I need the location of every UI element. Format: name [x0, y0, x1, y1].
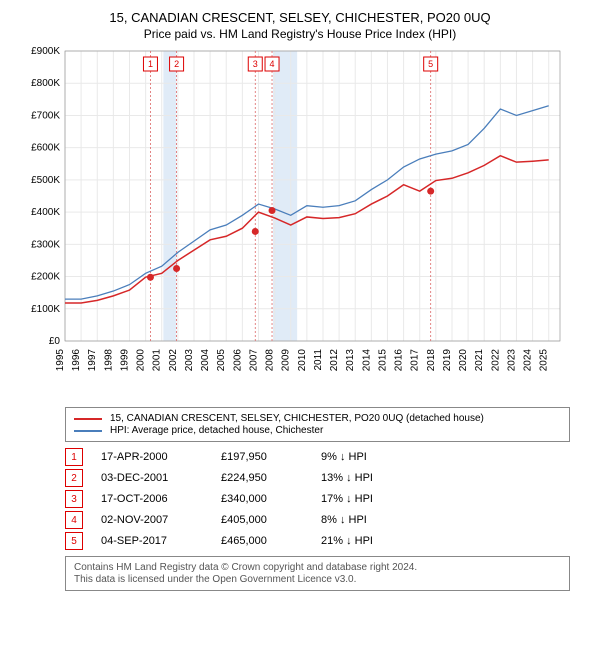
- svg-text:2008: 2008: [265, 349, 276, 372]
- sale-price: £405,000: [221, 514, 321, 526]
- svg-text:£700K: £700K: [31, 110, 60, 121]
- chart-titles: 15, CANADIAN CRESCENT, SELSEY, CHICHESTE…: [10, 10, 590, 41]
- svg-text:2015: 2015: [377, 349, 388, 372]
- svg-text:£0: £0: [49, 336, 61, 347]
- legend-item: HPI: Average price, detached house, Chic…: [74, 425, 561, 436]
- svg-text:2004: 2004: [200, 349, 211, 372]
- svg-text:£200K: £200K: [31, 272, 60, 283]
- svg-text:2002: 2002: [168, 349, 179, 372]
- footer-line: Contains HM Land Registry data © Crown c…: [74, 562, 561, 573]
- svg-text:1996: 1996: [71, 349, 82, 372]
- svg-text:2013: 2013: [345, 349, 356, 372]
- svg-text:2019: 2019: [442, 349, 453, 372]
- sale-price: £465,000: [221, 535, 321, 547]
- sale-number-box: 4: [65, 511, 83, 529]
- legend-swatch: [74, 430, 102, 432]
- svg-text:2016: 2016: [394, 349, 405, 372]
- table-row: 4 02-NOV-2007 £405,000 8% ↓ HPI: [65, 511, 570, 529]
- svg-text:2025: 2025: [539, 349, 550, 372]
- svg-text:£600K: £600K: [31, 143, 60, 154]
- svg-text:1998: 1998: [103, 349, 114, 372]
- sale-date: 02-NOV-2007: [101, 514, 221, 526]
- svg-text:£400K: £400K: [31, 207, 60, 218]
- svg-text:2007: 2007: [248, 349, 259, 372]
- svg-text:2006: 2006: [232, 349, 243, 372]
- svg-text:2: 2: [174, 59, 179, 69]
- svg-text:2022: 2022: [490, 349, 501, 372]
- table-row: 3 17-OCT-2006 £340,000 17% ↓ HPI: [65, 490, 570, 508]
- svg-text:£100K: £100K: [31, 304, 60, 315]
- sale-number-box: 2: [65, 469, 83, 487]
- sale-date: 17-APR-2000: [101, 451, 221, 463]
- legend-label: HPI: Average price, detached house, Chic…: [110, 425, 323, 436]
- sale-price: £224,950: [221, 472, 321, 484]
- table-row: 5 04-SEP-2017 £465,000 21% ↓ HPI: [65, 532, 570, 550]
- svg-text:2024: 2024: [523, 349, 534, 372]
- svg-text:2014: 2014: [361, 349, 372, 372]
- svg-text:2010: 2010: [297, 349, 308, 372]
- sale-diff: 21% ↓ HPI: [321, 535, 421, 547]
- footer-line: This data is licensed under the Open Gov…: [74, 574, 561, 585]
- svg-text:2005: 2005: [216, 349, 227, 372]
- svg-text:2021: 2021: [474, 349, 485, 372]
- svg-text:2011: 2011: [313, 349, 324, 371]
- svg-text:2009: 2009: [281, 349, 292, 372]
- sale-price: £340,000: [221, 493, 321, 505]
- svg-text:2020: 2020: [458, 349, 469, 372]
- sale-number-box: 3: [65, 490, 83, 508]
- svg-text:2023: 2023: [506, 349, 517, 372]
- sale-number-box: 5: [65, 532, 83, 550]
- svg-text:£900K: £900K: [31, 46, 60, 57]
- legend: 15, CANADIAN CRESCENT, SELSEY, CHICHESTE…: [65, 407, 570, 442]
- sale-diff: 8% ↓ HPI: [321, 514, 421, 526]
- chart-subtitle: Price paid vs. HM Land Registry's House …: [10, 27, 590, 41]
- attribution: Contains HM Land Registry data © Crown c…: [65, 556, 570, 591]
- svg-text:2001: 2001: [152, 349, 163, 372]
- sale-price: £197,950: [221, 451, 321, 463]
- sale-diff: 13% ↓ HPI: [321, 472, 421, 484]
- table-row: 2 03-DEC-2001 £224,950 13% ↓ HPI: [65, 469, 570, 487]
- svg-text:3: 3: [253, 59, 258, 69]
- sale-number-box: 1: [65, 448, 83, 466]
- svg-text:1997: 1997: [87, 349, 98, 372]
- svg-text:2018: 2018: [426, 349, 437, 372]
- sales-table: 1 17-APR-2000 £197,950 9% ↓ HPI 2 03-DEC…: [65, 448, 570, 550]
- sale-diff: 17% ↓ HPI: [321, 493, 421, 505]
- svg-text:2003: 2003: [184, 349, 195, 372]
- svg-text:2012: 2012: [329, 349, 340, 372]
- price-chart: £0 £100K £200K £300K £400K £500K £600K £700K £80…: [10, 41, 570, 401]
- legend-item: 15, CANADIAN CRESCENT, SELSEY, CHICHESTE…: [74, 413, 561, 424]
- table-row: 1 17-APR-2000 £197,950 9% ↓ HPI: [65, 448, 570, 466]
- svg-text:1999: 1999: [119, 349, 130, 372]
- sale-date: 17-OCT-2006: [101, 493, 221, 505]
- svg-text:1: 1: [148, 59, 153, 69]
- svg-text:1995: 1995: [55, 349, 66, 372]
- chart-title: 15, CANADIAN CRESCENT, SELSEY, CHICHESTE…: [10, 10, 590, 25]
- sale-diff: 9% ↓ HPI: [321, 451, 421, 463]
- svg-text:£300K: £300K: [31, 239, 60, 250]
- legend-label: 15, CANADIAN CRESCENT, SELSEY, CHICHESTE…: [110, 413, 484, 424]
- legend-swatch: [74, 418, 102, 420]
- svg-text:2017: 2017: [410, 349, 421, 372]
- sale-date: 03-DEC-2001: [101, 472, 221, 484]
- sale-date: 04-SEP-2017: [101, 535, 221, 547]
- svg-text:£800K: £800K: [31, 78, 60, 89]
- svg-text:2000: 2000: [136, 349, 147, 372]
- svg-text:£500K: £500K: [31, 175, 60, 186]
- svg-text:4: 4: [270, 59, 275, 69]
- svg-text:5: 5: [428, 59, 433, 69]
